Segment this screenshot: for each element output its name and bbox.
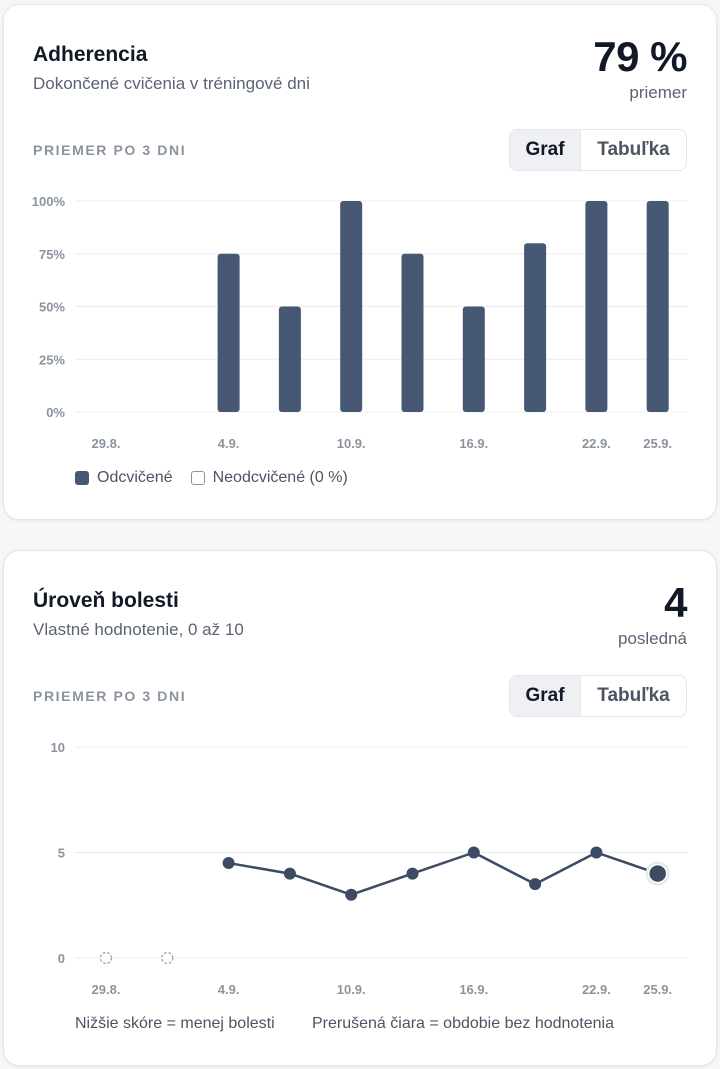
data-point <box>529 878 542 891</box>
bar-x-tick-label: 22.9. <box>582 436 611 451</box>
bar-x-tick-label: 4.9. <box>218 436 240 451</box>
bar-x-tick-label: 25.9. <box>643 436 672 451</box>
bar <box>217 253 240 412</box>
pain-line-chart: 0 5 10 29.8. 4.9. 10.9. 16.9. 22.9. 25.9. <box>51 740 688 997</box>
adherence-subtitle: Dokončené cvičenia v tréningové dni <box>33 74 310 93</box>
adherence-toggle-table[interactable]: Tabuľka <box>580 130 686 170</box>
line-y-tick-label: 0 <box>58 951 65 966</box>
data-point <box>406 867 419 880</box>
missing-point <box>161 951 174 965</box>
line-x-tick-label: 10.9. <box>337 982 366 997</box>
line-y-tick-label: 5 <box>58 846 65 861</box>
pain-title: Úroveň bolesti <box>33 589 179 612</box>
bar <box>524 243 547 412</box>
line-x-tick-label: 29.8. <box>92 982 121 997</box>
pain-footnote-right: Prerušená čiara = obdobie bez hodnotenia <box>312 1015 614 1032</box>
pain-metric-label: posledná <box>617 629 687 648</box>
bar <box>401 253 424 412</box>
line-x-tick-label: 16.9. <box>459 982 488 997</box>
pain-metric-value: 4 <box>664 579 687 626</box>
legend-item-done: Odcvičené <box>75 469 173 487</box>
bar-y-tick-label: 25% <box>39 352 65 367</box>
bar-y-tick-label: 100% <box>32 194 66 209</box>
bar-y-tick-label: 0% <box>46 405 65 420</box>
bar-y-tick-label: 50% <box>39 300 65 315</box>
legend-swatch-done <box>75 471 89 485</box>
adherence-card: Adherencia Dokončené cvičenia v tréningo… <box>3 4 717 520</box>
pain-toggle-table[interactable]: Tabuľka <box>580 676 686 716</box>
adherence-metric-value: 79 % <box>593 33 687 80</box>
bar <box>278 306 301 412</box>
data-point <box>467 846 480 859</box>
legend-label-not-done: Neodcvičené (0 %) <box>212 469 348 486</box>
bar <box>462 306 485 412</box>
data-point <box>283 867 296 880</box>
adherence-legend: Odcvičené Neodcvičené (0 %) <box>75 469 366 487</box>
legend-swatch-not-done <box>190 471 205 485</box>
legend-item-not-done: Neodcvičené (0 %) <box>190 469 348 487</box>
bar-x-tick-label: 29.8. <box>92 436 121 451</box>
bar <box>340 201 363 412</box>
bar-x-tick-label: 10.9. <box>337 436 366 451</box>
bar <box>646 201 669 412</box>
pain-subtitle: Vlastné hodnotenie, 0 až 10 <box>33 620 244 639</box>
line-x-tick-label: 25.9. <box>643 982 672 997</box>
data-point <box>345 888 358 901</box>
data-point <box>590 846 603 859</box>
pain-section-label: PRIEMER PO 3 DNI <box>33 688 187 704</box>
line-y-tick-label: 10 <box>51 740 65 755</box>
pain-series-line <box>228 851 659 896</box>
pain-card: Úroveň bolesti Vlastné hodnotenie, 0 až … <box>3 550 717 1066</box>
pain-footnote-left: Nižšie skóre = menej bolesti <box>75 1015 275 1032</box>
adherence-section-label: PRIEMER PO 3 DNI <box>33 142 187 158</box>
legend-label-done: Odcvičené <box>97 469 173 486</box>
missing-point <box>99 951 113 965</box>
bar-x-tick-label: 16.9. <box>459 436 488 451</box>
bar <box>585 201 608 412</box>
line-x-tick-label: 22.9. <box>582 982 611 997</box>
last-point <box>647 863 668 884</box>
adherence-title: Adherencia <box>33 43 148 66</box>
line-x-tick-label: 4.9. <box>218 982 240 997</box>
data-point <box>222 857 235 870</box>
pain-toggle-graph[interactable]: Graf <box>510 676 580 716</box>
adherence-metric-label: priemer <box>629 83 687 102</box>
adherence-toggle-graph[interactable]: Graf <box>510 130 580 170</box>
adherence-view-toggle: Graf Tabuľka <box>509 129 687 171</box>
bar-y-tick-label: 75% <box>39 247 65 262</box>
adherence-bar-chart: 0% 25% 50% 75% 100% 29.8. 4.9. 10.9. 16.9. 22.9. 2… <box>32 194 688 451</box>
pain-view-toggle: Graf Tabuľka <box>509 675 687 717</box>
